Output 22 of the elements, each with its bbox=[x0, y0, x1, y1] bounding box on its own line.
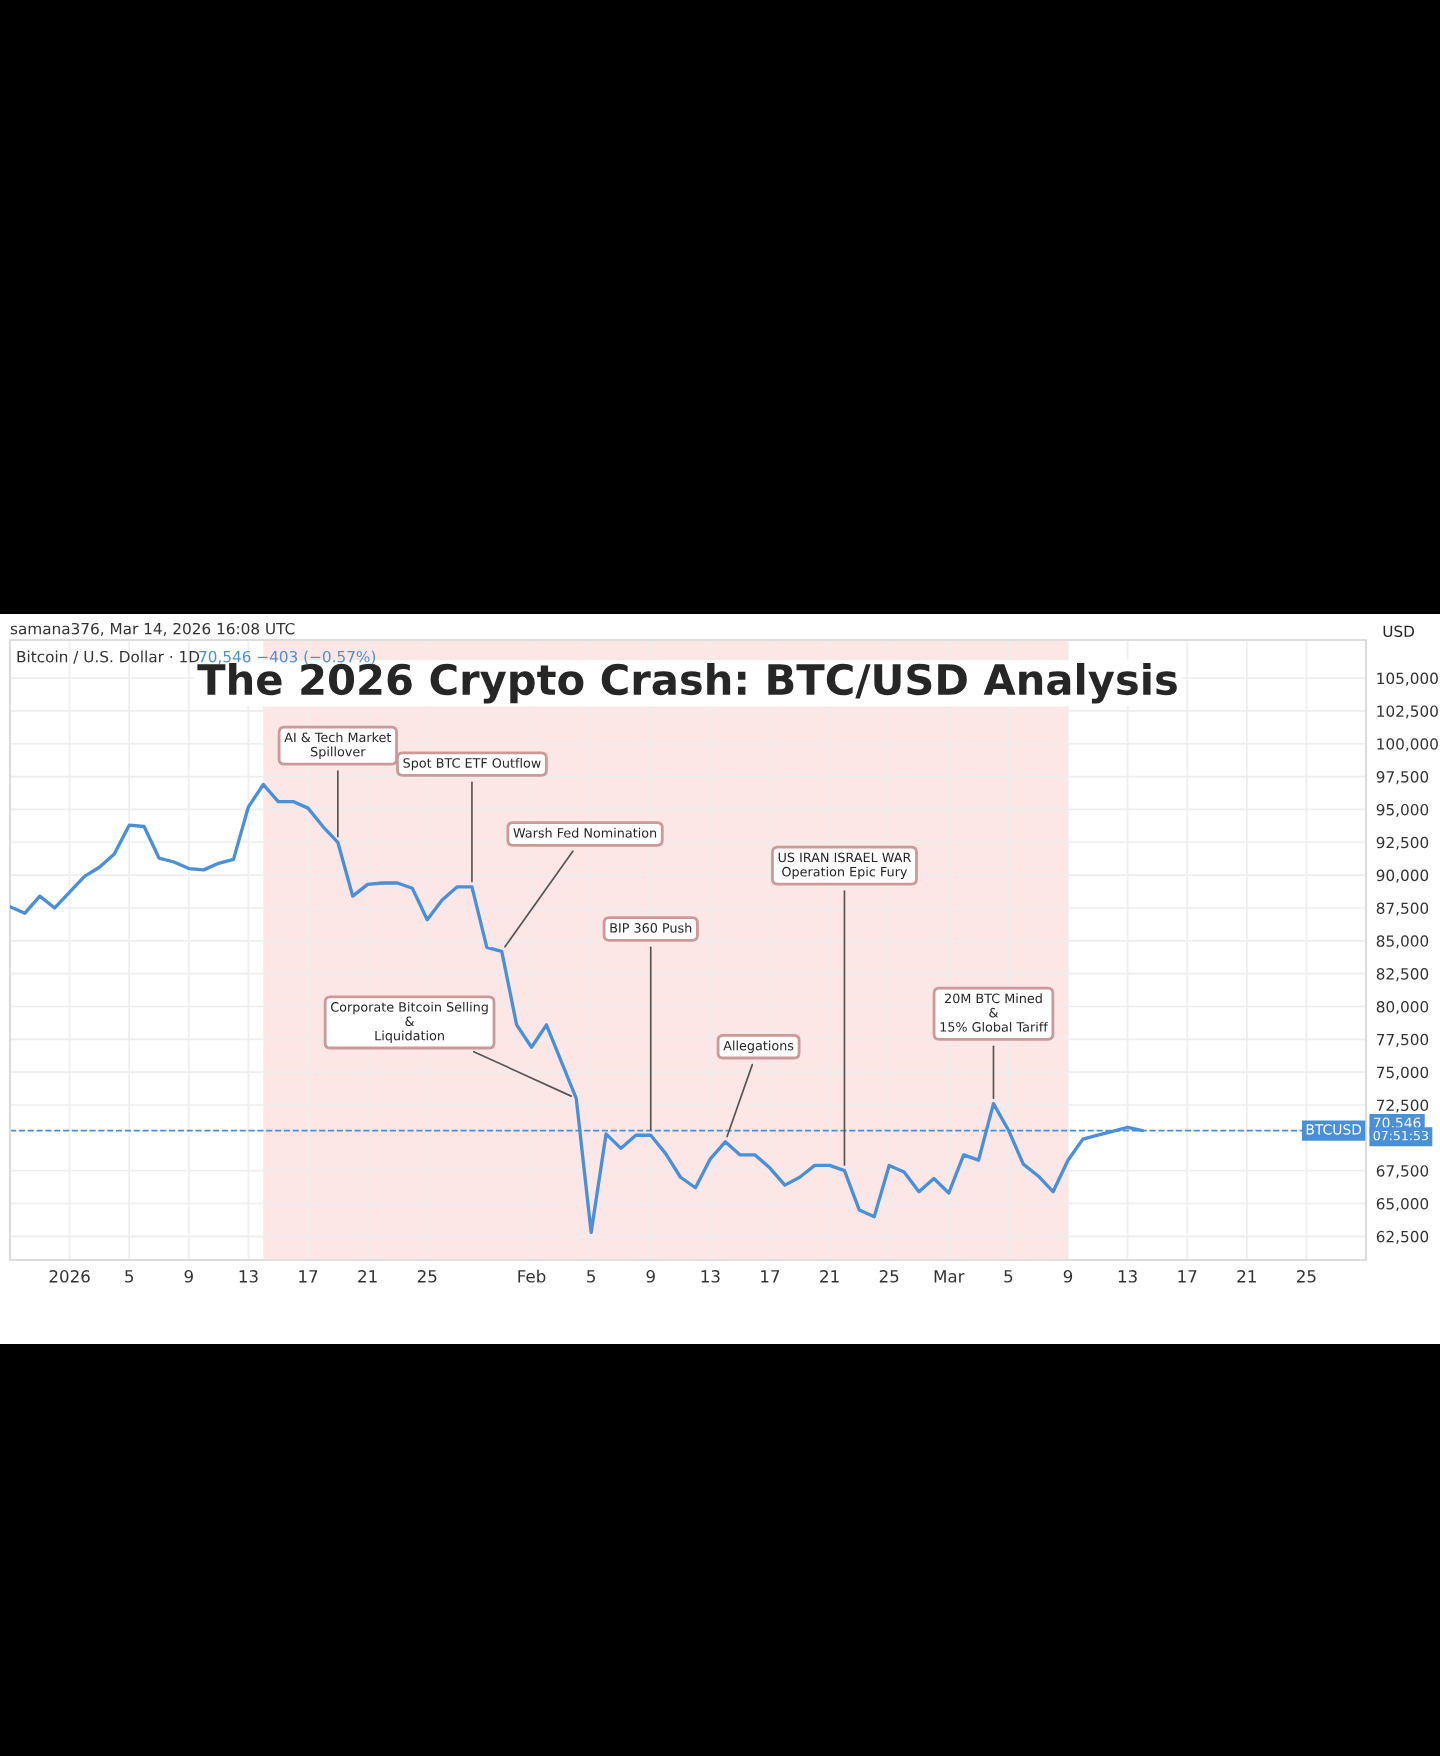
x-tick-label: 21 bbox=[820, 1270, 839, 1283]
x-tick-label: 17 bbox=[299, 1270, 318, 1283]
x-tick-label: 13 bbox=[1118, 1270, 1137, 1283]
x-tick-label: 25 bbox=[417, 1270, 437, 1283]
x-tick-label: 17 bbox=[761, 1270, 780, 1283]
x-tick-label: 13 bbox=[239, 1270, 258, 1283]
x-tick-label: 25 bbox=[879, 1270, 899, 1283]
x-tick-label: 17 bbox=[1178, 1270, 1197, 1283]
text: The 2026 Crypto Crash: BTC/USD Analysis bbox=[197, 662, 1177, 704]
x-tick-label: 21 bbox=[1237, 1270, 1256, 1283]
x-tick-label: 21 bbox=[358, 1270, 377, 1283]
x-tick-label: 5 bbox=[587, 1270, 595, 1283]
x-tick-label: 9 bbox=[646, 1270, 655, 1283]
x-tick-label: 25 bbox=[1297, 1270, 1316, 1283]
x-tick-label: 5 bbox=[1004, 1270, 1013, 1283]
x-tick-label: Feb bbox=[518, 1269, 546, 1283]
x-tick-label: 13 bbox=[701, 1270, 720, 1283]
x-tick-label: 9 bbox=[184, 1270, 193, 1283]
x-tick-label: 9 bbox=[1063, 1270, 1073, 1283]
x-tick-label: 2026 bbox=[49, 1270, 90, 1283]
x-tick-label: Mar bbox=[934, 1270, 965, 1283]
x-tick-label: 5 bbox=[125, 1270, 134, 1283]
